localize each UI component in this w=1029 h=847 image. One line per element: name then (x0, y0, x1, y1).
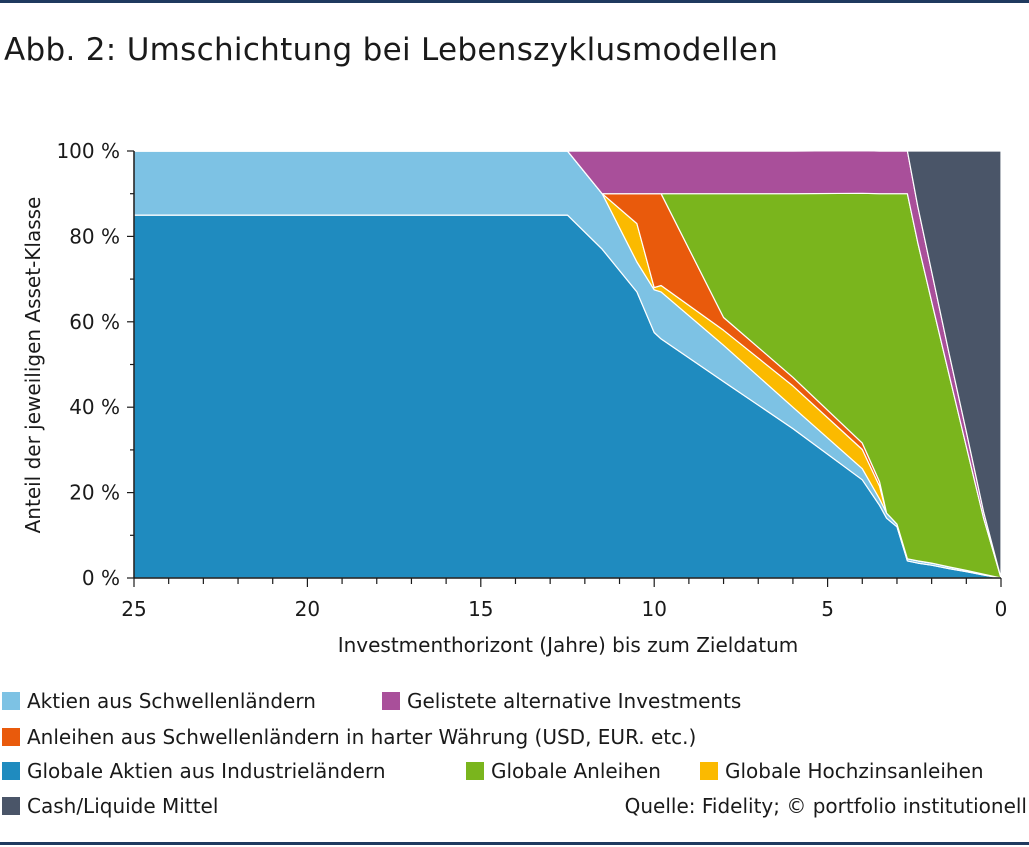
y-axis-label: Anteil der jeweiligen Asset-Klasse (21, 197, 45, 534)
legend-swatch (700, 762, 718, 780)
axes: 0 % 20 % 40 % 60 % 80 % 100 % 25 20 15 10 5 0 (56, 139, 1007, 621)
legend-item-globale-anleihen: Globale Anleihen (466, 759, 661, 783)
source-note: Quelle: Fidelity; © portfolio institutio… (624, 794, 1027, 818)
y-tick-label: 40 % (69, 395, 120, 419)
y-tick-label: 60 % (69, 310, 120, 334)
area-layers (133, 150, 1002, 579)
stacked-area-chart: 0 % 20 % 40 % 60 % 80 % 100 % 25 20 15 10 5 0 Antei… (21, 139, 1007, 657)
x-tick-label: 5 (821, 597, 834, 621)
legend-item-aktien-schwellenlaender: Aktien aus Schwellenländern (2, 689, 316, 713)
legend-item-globale-aktien: Globale Aktien aus Industrieländern (2, 759, 386, 783)
legend-label: Globale Aktien aus Industrieländern (27, 759, 386, 783)
legend-label: Globale Hochzinsanleihen (725, 759, 984, 783)
y-tick-label: 100 % (56, 139, 120, 163)
legend-item-gelistete-alternative: Gelistete alternative Investments (382, 689, 741, 713)
x-tick-label: 15 (468, 597, 493, 621)
legend-label: Cash/Liquide Mittel (27, 794, 219, 818)
x-tick-label: 20 (295, 597, 320, 621)
legend-item-anleihen-schwellenlaender: Anleihen aus Schwellenländern in harter … (2, 725, 696, 749)
legend-label: Anleihen aus Schwellenländern in harter … (27, 725, 697, 749)
top-rule (0, 0, 1029, 3)
x-tick-label: 10 (641, 597, 666, 621)
legend-swatch (2, 692, 20, 710)
x-axis-label: Investmenthorizont (Jahre) bis zum Zield… (338, 633, 799, 657)
bottom-rule (0, 842, 1029, 845)
legend-label: Globale Anleihen (491, 759, 661, 783)
legend-swatch (2, 797, 20, 815)
x-tick-label: 0 (995, 597, 1008, 621)
legend-label: Aktien aus Schwellenländern (27, 689, 316, 713)
legend-item-cash: Cash/Liquide Mittel (2, 794, 218, 818)
x-tick-label: 25 (121, 597, 146, 621)
figure-title: Abb. 2: Umschichtung bei Lebenszyklusmod… (4, 32, 779, 68)
legend-label: Gelistete alternative Investments (407, 689, 742, 713)
y-tick-label: 20 % (69, 481, 120, 505)
y-tick-label: 80 % (69, 224, 120, 248)
legend-swatch (382, 692, 400, 710)
y-tick-label: 0 % (82, 566, 120, 590)
area-cash-liquide-mittel (133, 150, 1002, 579)
legend-swatch (2, 728, 20, 746)
legend-swatch (2, 762, 20, 780)
legend-swatch (466, 762, 484, 780)
legend-item-hochzinsanleihen: Globale Hochzinsanleihen (700, 759, 984, 783)
